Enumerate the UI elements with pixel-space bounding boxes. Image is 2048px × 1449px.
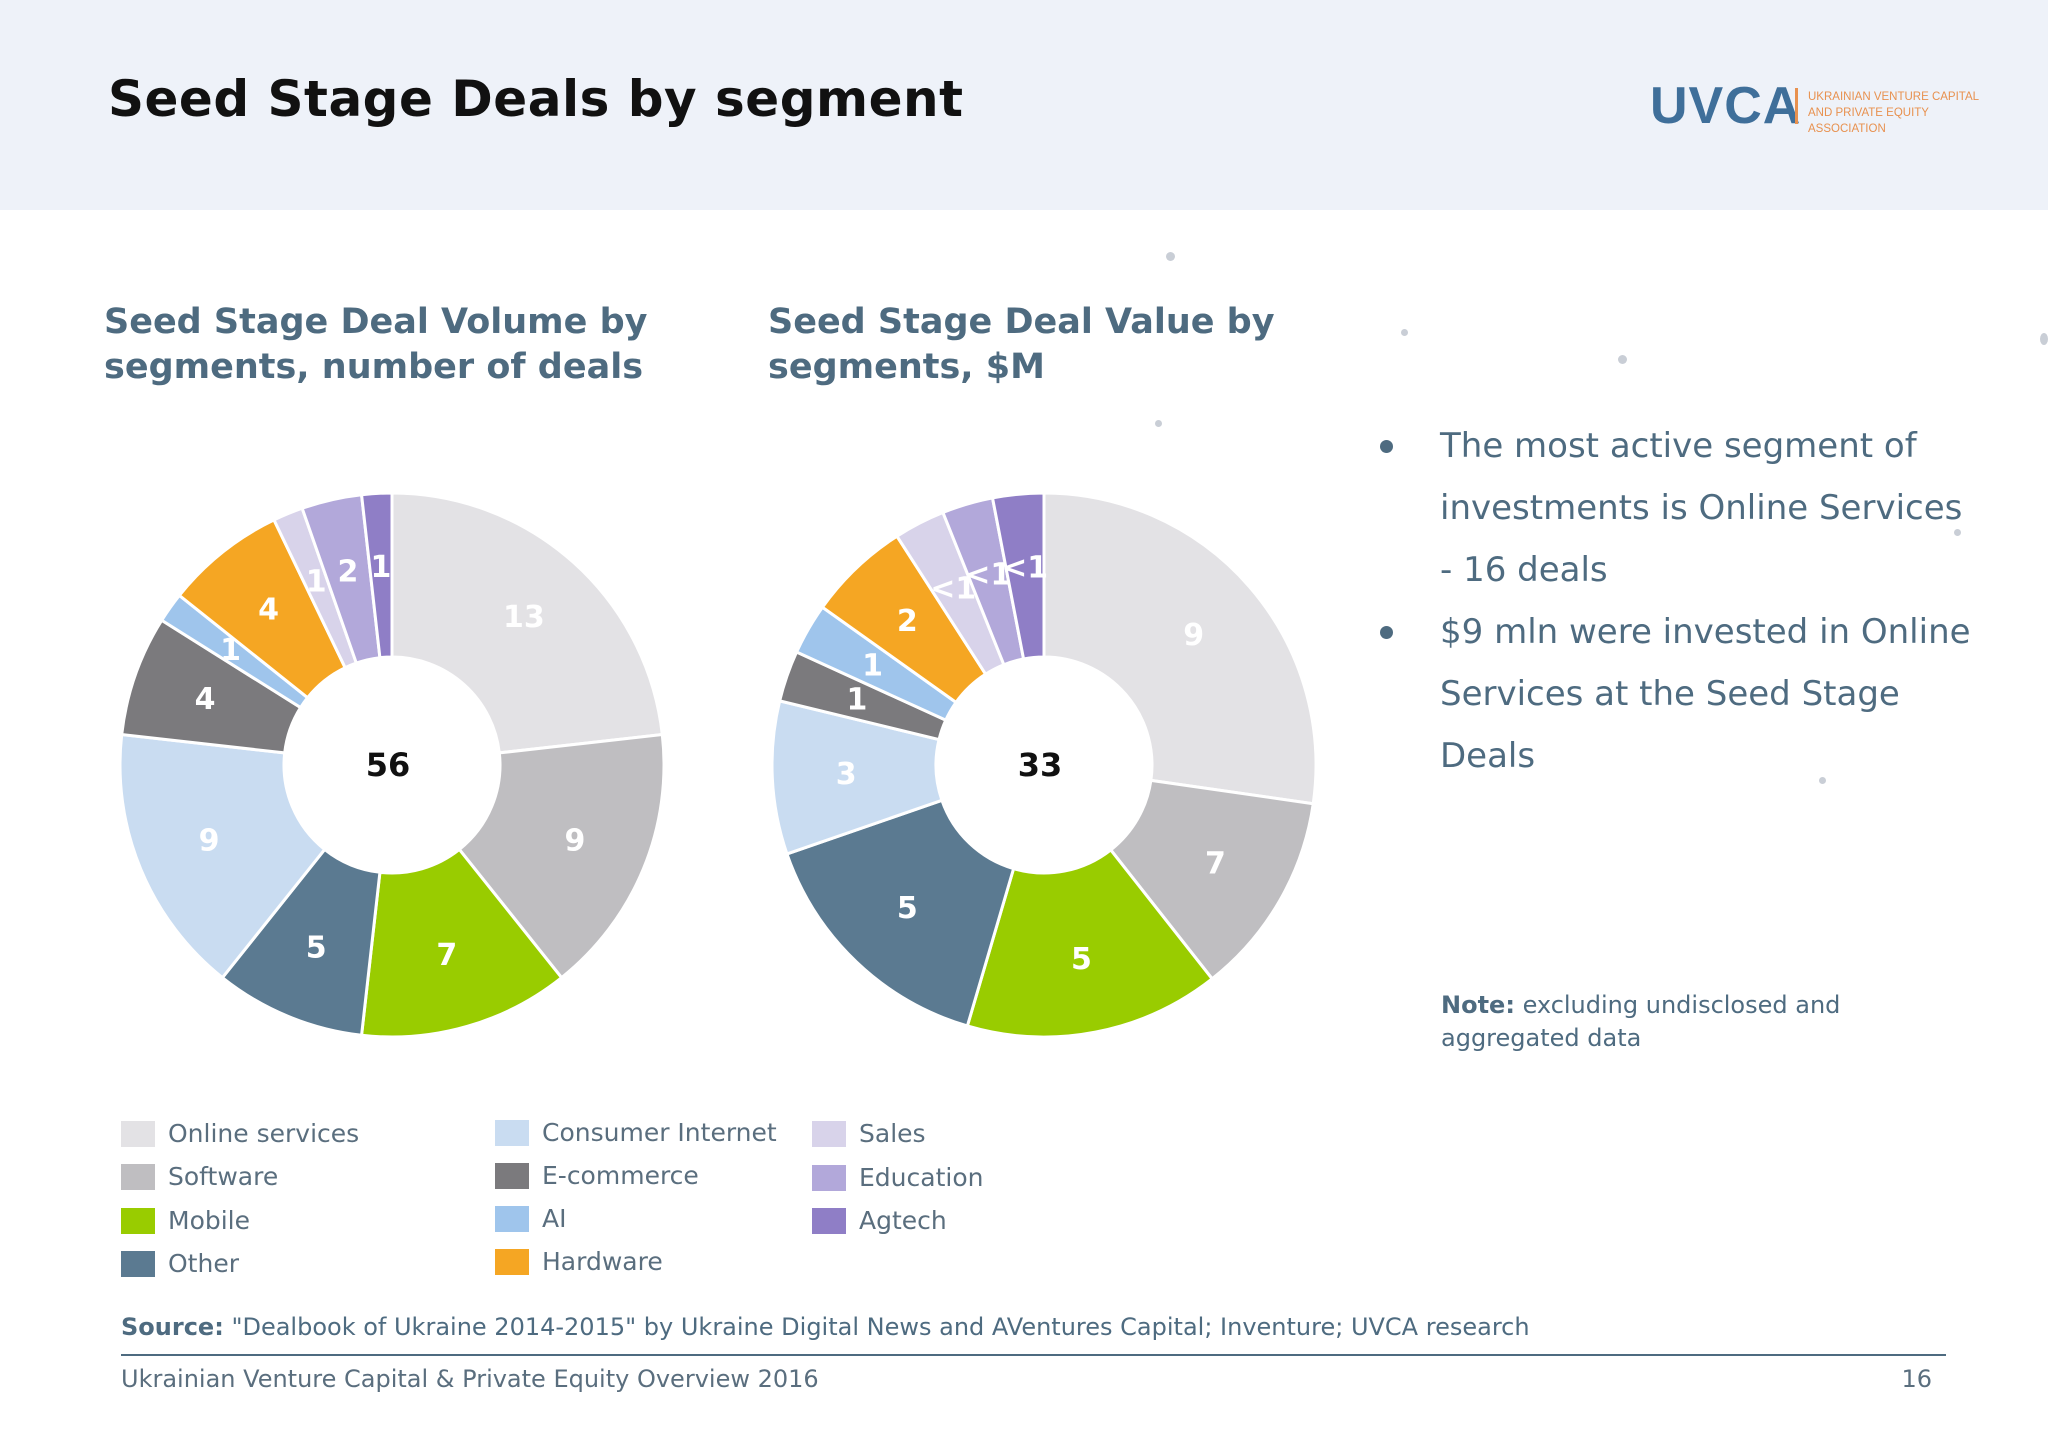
slice-agtech [990,491,1046,661]
slice-mobile [359,847,564,1039]
chart-title-line: Seed Stage Deal Value by [768,302,1275,342]
slice-label: 1 [846,683,867,718]
page-title: Seed Stage Deals by segment [108,70,964,128]
legend-label: Consumer Internet [542,1118,777,1147]
legend-swatch [495,1249,529,1275]
source-label: Source: [121,1313,224,1341]
header-band [0,0,2048,210]
legend-swatch [495,1120,529,1146]
legend-label: E-commerce [542,1161,699,1190]
decor-dot [1954,529,1961,536]
slice-label: 7 [1205,847,1226,882]
legend-swatch [495,1206,529,1232]
chart-title-value: Seed Stage Deal Value by segments, $M [768,300,1275,390]
slice-label: 5 [897,891,918,926]
footer-report-title: Ukrainian Venture Capital & Private Equi… [121,1365,819,1393]
legend-label: AI [542,1204,567,1233]
chart-title-line: segments, $M [768,347,1045,387]
bullet-dot-icon [1380,440,1393,453]
legend-swatch [495,1163,529,1189]
bullet-item: The most active segment of investments i… [1375,415,1975,601]
page-number: 16 [1901,1365,1932,1393]
slice-label: 9 [199,823,220,858]
legend-swatch [121,1121,155,1147]
footer-divider [121,1354,1946,1356]
donut-total-label: 56 [366,746,411,784]
slice-online-services [390,491,664,755]
slice-label: <1 [965,558,1011,593]
bullet-text: $9 mln were invested in Online Services … [1440,612,1971,776]
legend-label: Agtech [859,1206,947,1235]
slice-label: 2 [897,604,918,639]
decor-dot [1155,420,1162,427]
decor-dot [1618,355,1627,364]
logo-tagline: Ukrainian Venture Capital and Private Eq… [1808,91,1979,135]
source-text: "Dealbook of Ukraine 2014-2015" by Ukrai… [231,1313,1530,1341]
decor-dot [1819,777,1826,784]
legend-label: Sales [859,1119,926,1148]
chart-title-line: Seed Stage Deal Volume by [104,302,648,342]
chart-title-line: segments, number of deals [104,347,644,387]
legend-label: Mobile [168,1206,251,1235]
source-citation: Source: "Dealbook of Ukraine 2014-2015" … [121,1312,1530,1342]
slice-label: 7 [436,938,457,973]
legend-swatch [812,1165,846,1191]
slice-agtech [359,491,394,660]
slice-label: 1 [862,649,883,684]
legend-label: Software [168,1162,279,1191]
chart-title-volume: Seed Stage Deal Volume by segments, numb… [104,300,647,390]
note-label: Note: [1441,991,1515,1019]
uvca-logo: UVCA Ukrainian Venture Capital and Priva… [1650,77,1990,135]
slice-label: 5 [306,930,327,965]
slice-label: 1 [370,550,391,585]
slice-consumer-internet [118,732,327,980]
legend-swatch [121,1208,155,1234]
bullet-text: The most active segment of investments i… [1440,426,1963,590]
slice-label: 4 [258,593,279,628]
slice-label: <1 [1002,550,1048,585]
slice-label: 13 [503,600,545,635]
slice-software [1108,778,1315,981]
slice-software [457,732,666,980]
note-text: excluding undisclosed and aggregated dat… [1441,991,1841,1052]
legend-swatch [121,1164,155,1190]
legend-swatch [121,1251,155,1277]
legend-label: Online services [168,1119,360,1148]
logo-divider [1795,88,1798,124]
logo-wordmark: UVCA [1650,77,1802,135]
donut-total-label: 33 [1018,746,1063,784]
decor-dot [1166,252,1175,261]
slice-label: 4 [195,682,216,717]
slice-label: 3 [836,757,857,792]
legend-swatch [812,1208,846,1234]
slice-label: 9 [564,823,585,858]
slice-label: 9 [1183,618,1204,653]
slice-other [220,847,382,1037]
legend-swatch [812,1121,846,1147]
decor-dot [1401,329,1408,336]
bullet-item: $9 mln were invested in Online Services … [1375,601,1975,787]
slice-online-services [1042,491,1318,806]
note: Note: excluding undisclosed and aggregat… [1441,989,1861,1055]
slice-label: 1 [306,565,327,600]
legend-label: Other [168,1249,239,1278]
slice-label: 5 [1071,942,1092,977]
slice-other [785,798,1016,1028]
key-findings: The most active segment of investments i… [1375,415,1975,787]
decor-dot [2040,333,2048,345]
legend-label: Hardware [542,1247,663,1276]
slice-mobile [965,847,1215,1039]
legend-label: Education [859,1163,984,1192]
bullet-dot-icon [1380,626,1393,639]
slice-label: 2 [338,554,359,589]
